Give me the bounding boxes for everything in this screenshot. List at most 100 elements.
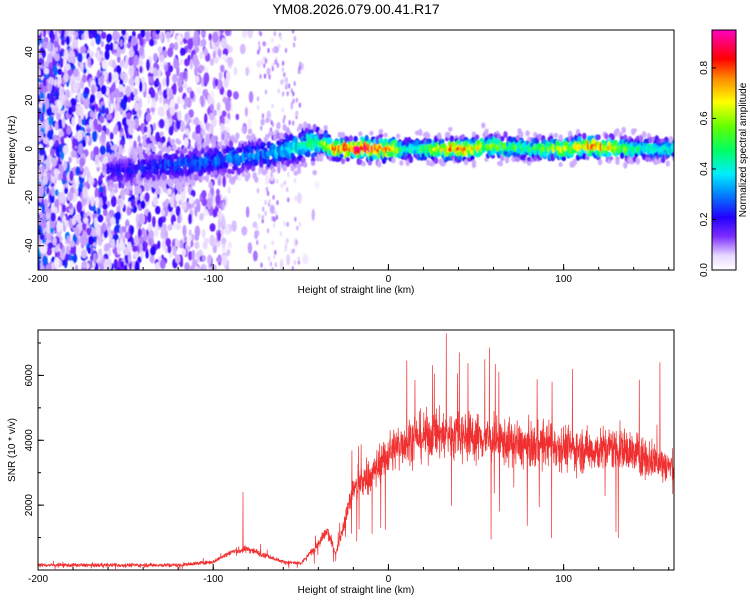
noise-cell: [225, 70, 231, 82]
noise-cell: [233, 91, 239, 100]
noise-cell: [221, 202, 225, 211]
noise-cell: [132, 245, 138, 253]
noise-cell: [97, 214, 104, 223]
noise-cell: [257, 49, 260, 55]
noise-cell: [68, 202, 73, 210]
noise-cell: [226, 89, 232, 98]
noise-cell: [66, 235, 71, 244]
noise-cell: [215, 193, 221, 206]
ridge-cell: [254, 176, 259, 183]
ridge-cell: [131, 146, 136, 154]
noise-cell: [264, 58, 268, 64]
noise-cell: [81, 139, 86, 148]
ridge-cell: [246, 172, 251, 180]
noise-cell: [54, 121, 59, 131]
noise-cell: [256, 188, 260, 194]
noise-cell: [201, 255, 206, 262]
noise-cell: [81, 249, 88, 259]
noise-cell: [183, 137, 189, 148]
noise-cell: [130, 199, 136, 208]
noise-cell: [188, 109, 194, 118]
noise-cell: [80, 109, 84, 120]
noise-cell: [302, 253, 309, 265]
noise-cell: [269, 204, 275, 214]
noise-cell: [287, 171, 290, 177]
noise-cell: [177, 96, 181, 105]
noise-cell: [198, 64, 205, 72]
noise-cell: [120, 261, 125, 268]
noise-cell: [47, 242, 54, 249]
noise-cell: [152, 122, 157, 131]
noise-cell: [222, 175, 226, 188]
noise-cell: [279, 34, 283, 40]
ridge-cell: [138, 152, 144, 160]
noise-cell: [146, 107, 151, 115]
ridge-cell: [260, 118, 265, 126]
noise-cell: [57, 119, 63, 132]
ridge-cell: [224, 162, 229, 169]
noise-cell: [71, 116, 75, 128]
noise-cell: [207, 254, 212, 266]
noise-cell: [106, 258, 112, 270]
noise-cell: [89, 118, 93, 128]
noise-cell: [90, 150, 95, 161]
noise-cell: [266, 67, 271, 76]
noise-cell: [283, 221, 286, 227]
noise-cell: [53, 40, 59, 48]
noise-cell: [97, 69, 101, 79]
noise-cell: [293, 177, 297, 183]
noise-cell: [183, 82, 188, 90]
noise-cell: [131, 36, 138, 46]
noise-cell: [265, 186, 269, 192]
noise-cell: [193, 30, 199, 41]
noise-cell: [184, 113, 189, 122]
noise-cell: [83, 235, 88, 246]
noise-cell: [276, 178, 279, 184]
noise-cell: [222, 54, 227, 61]
noise-cell: [210, 186, 214, 196]
noise-cell: [256, 225, 259, 231]
noise-cell: [115, 211, 122, 221]
noise-cell: [155, 205, 161, 215]
noise-cell: [175, 193, 181, 202]
noise-cell: [100, 40, 105, 48]
noise-cell: [94, 217, 98, 229]
noise-cell: [152, 196, 159, 207]
ridge-cell: [200, 148, 205, 155]
noise-cell: [177, 110, 182, 121]
ridge-cell: [203, 175, 209, 181]
noise-cell: [311, 208, 315, 221]
noise-cell: [47, 82, 53, 92]
noise-cell: [93, 118, 98, 131]
ridge-core: [134, 170, 139, 174]
noise-cell: [102, 208, 108, 217]
ridge-cell: [345, 157, 350, 162]
noise-cell: [151, 245, 156, 255]
noise-cell: [272, 46, 276, 52]
noise-cell: [109, 102, 114, 113]
noise-cell: [61, 204, 67, 213]
noise-cell: [212, 50, 217, 60]
noise-cell: [268, 74, 271, 80]
noise-cell: [209, 90, 215, 99]
ridge-cell: [109, 185, 114, 193]
noise-cell: [79, 157, 86, 167]
noise-cell: [42, 102, 46, 115]
noise-cell: [93, 252, 97, 264]
noise-cell: [38, 206, 42, 214]
noise-cell: [184, 262, 190, 270]
ridge-cell: [449, 135, 455, 141]
noise-cell: [193, 265, 200, 270]
ridge-cell: [183, 148, 188, 154]
noise-cell: [292, 120, 295, 126]
ridge-cell: [427, 138, 432, 144]
noise-cell: [112, 43, 119, 50]
noise-cell: [98, 186, 104, 193]
noise-cell: [44, 159, 51, 170]
noise-cell: [76, 201, 83, 213]
noise-cell: [283, 78, 286, 84]
noise-cell: [97, 206, 101, 215]
noise-cell: [109, 92, 115, 103]
noise-cell: [298, 65, 301, 71]
ridge-cell: [334, 140, 339, 146]
